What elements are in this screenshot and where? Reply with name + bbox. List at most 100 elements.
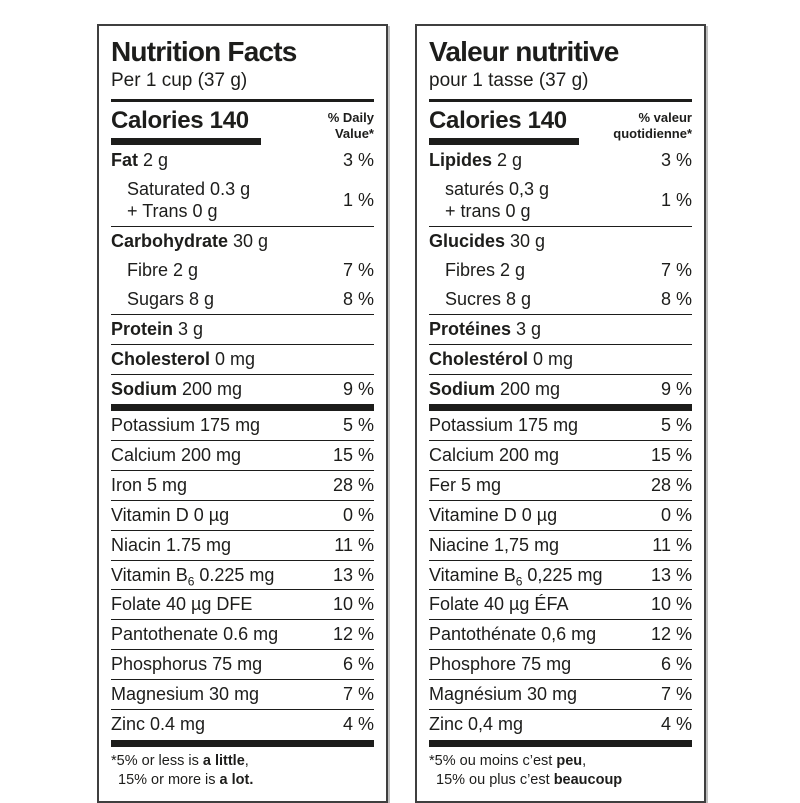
nutrient-amount: 2 g [492,150,523,171]
nutrient-amount: saturés 0,3 g [445,179,550,200]
footnote-line1: *5% or less is a little, [111,753,249,770]
nutrient-label: Sodium 200 mg [111,379,242,401]
nutrient-label: Folate 40 µg DFE [111,594,252,616]
nutrient-row: Vitamin D 0 µg 0 % [111,499,374,530]
nutrient-row: Protein 3 g [111,313,374,344]
nutrient-amount: Calcium 200 mg [111,444,242,465]
nutrient-amount: Vitamin D 0 µg [111,504,230,525]
daily-value: 1 % [660,190,692,211]
nutrient-label: Zinc 0.4 mg [111,714,205,736]
nutrient-amount: Fibre 2 g [127,260,199,280]
nutrition-labels-container: Nutrition Facts Per 1 cup (37 g) Calorie… [97,24,706,803]
nutrient-name: Cholesterol [111,348,211,369]
footnote: *5% or less is a little, 15% or more is … [111,747,374,792]
daily-value: 12 % [650,624,692,645]
daily-value: 9 % [660,378,692,399]
nutrient-amount: Vitamine D 0 µg [429,504,558,525]
nutrient-name: Glucides [429,231,506,252]
nutrient-row: Niacine 1,75 mg 11 % [429,529,692,560]
nutrient-row: Magnésium 30 mg 7 % [429,679,692,709]
daily-value: 0 % [342,504,374,525]
nutrition-panel-fr: Valeur nutritive pour 1 tasse (37 g) Cal… [415,24,706,803]
footnote-separator-bar [429,740,692,748]
nutrient-row: Sodium 200 mg 9 % [429,373,692,404]
nutrient-label: Saturated 0.3 g + Trans 0 g [111,179,250,223]
nutrient-amount: Magnésium 30 mg [429,684,578,705]
daily-value: 4 % [342,714,374,735]
nutrient-row: Niacin 1.75 mg 11 % [111,529,374,560]
nutrient-amount: Zinc 0.4 mg [111,714,206,735]
nutrient-label: Potassium 175 mg [429,415,578,437]
nutrient-name: Protéines [429,318,512,339]
nutrient-amount: Potassium 175 mg [429,414,579,435]
nutrient-label: Protein 3 g [111,319,203,341]
nutrient-label: Fibres 2 g [429,260,525,282]
nutrient-row: Protéines 3 g [429,313,692,344]
nutrient-amount: Phosphorus 75 mg [111,654,263,675]
daily-value-header-line2: Value* [334,125,374,141]
nutrient-amount: Niacin 1.75 mg [111,534,232,555]
daily-value: 10 % [332,594,374,615]
nutrient-label: Cholesterol 0 mg [111,349,255,371]
daily-value: 13 % [650,564,692,585]
daily-value: 8 % [660,288,692,309]
nutrient-label: Calcium 200 mg [111,445,241,467]
nutrient-amount: 2 g [138,150,169,171]
nutrient-row: Vitamin B6 0.225 mg 13 % [111,559,374,590]
footnote-separator-bar [111,740,374,748]
nutrient-row: Pantothenate 0.6 mg 12 % [111,619,374,649]
nutrient-label: Cholestérol 0 mg [429,349,573,371]
daily-value: 11 % [652,534,692,555]
daily-value: 4 % [660,714,692,735]
nutrient-row: Lipides 2 g 3 % [429,146,692,175]
panel-title: Nutrition Facts [111,36,297,67]
nutrient-name: Cholestérol [429,348,529,369]
nutrient-label: Iron 5 mg [111,475,187,497]
nutrient-amount: Zinc 0,4 mg [429,714,524,735]
daily-value: 0 % [660,504,692,525]
nutrient-amount: Iron 5 mg [111,474,188,495]
nutrient-label: Carbohydrate 30 g [111,231,268,253]
daily-value-header-line2: quotidienne* [613,125,692,141]
nutrient-row: Pantothénate 0,6 mg 12 % [429,619,692,649]
nutrient-row: Saturated 0.3 g + Trans 0 g 1 % [111,175,374,226]
daily-value: 9 % [342,378,374,399]
footnote-line1: *5% ou moins c’est peu, [429,753,587,770]
daily-value: 6 % [342,654,374,675]
nutrient-label: Magnesium 30 mg [111,684,259,706]
nutrient-amount: Pantothenate 0.6 mg [111,624,279,645]
nutrient-label: Vitamin D 0 µg [111,505,229,527]
nutrient-row: Fibres 2 g 7 % [429,256,692,285]
daily-value: 3 % [660,150,692,171]
nutrient-label: Sugars 8 g [111,289,214,311]
nutrient-label: Protéines 3 g [429,319,541,341]
serving-size: pour 1 tasse (37 g) [429,70,589,92]
nutrient-amount: Niacine 1,75 mg [429,534,560,555]
daily-value: 15 % [332,444,374,465]
calories-value: Calories 140 [111,107,249,135]
nutrient-row: Folate 40 µg DFE 10 % [111,589,374,619]
daily-value: 7 % [342,684,374,705]
panel-title: Valeur nutritive [429,36,619,67]
nutrient-row: saturés 0,3 g + trans 0 g 1 % [429,175,692,226]
daily-value-header: % Daily Value* [328,107,374,141]
nutrient-row: Carbohydrate 30 g [111,226,374,256]
nutrient-row: Phosphorus 75 mg 6 % [111,649,374,679]
serving-divider [429,99,692,103]
nutrient-label: Vitamine B6 0,225 mg [429,564,602,588]
nutrient-amount: Sugars 8 g [127,288,215,309]
nutrient-amount: Calcium 200 mg [429,444,560,465]
calories-value: Calories 140 [429,107,567,135]
daily-value: 7 % [660,260,692,280]
daily-value: 1 % [342,190,374,211]
nutrient-row: Iron 5 mg 28 % [111,469,374,500]
nutrient-amount: Vitamine B [429,564,516,585]
nutrient-label: Sodium 200 mg [429,379,560,401]
nutrient-row: Sodium 200 mg 9 % [111,373,374,404]
nutrient-row: Fat 2 g 3 % [111,146,374,175]
nutrient-label: Phosphorus 75 mg [111,654,262,676]
nutrient-row: Sucres 8 g 8 % [429,285,692,314]
daily-value: 5 % [660,414,692,435]
nutrient-row: Vitamine D 0 µg 0 % [429,499,692,530]
nutrition-panel-en: Nutrition Facts Per 1 cup (37 g) Calorie… [97,24,388,803]
